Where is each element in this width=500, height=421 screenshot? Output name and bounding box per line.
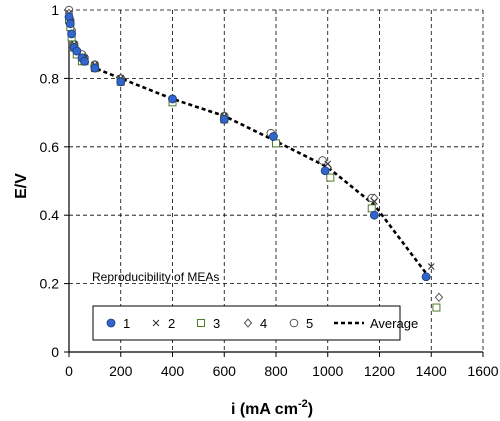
data-point-series-3	[432, 303, 441, 312]
x-axis-label-main: i (mA cm	[231, 401, 298, 418]
data-point-series-1	[320, 166, 330, 176]
x-axis-label-superscript: -2	[298, 398, 308, 410]
data-point-series-3	[326, 173, 335, 182]
grid-lines	[69, 9, 484, 352]
data-point-series-1	[65, 19, 75, 29]
axes: 0 200 400 600 800 1000 1200 1400 1600 0 0.2 0.4 0.6 0…	[40, 2, 499, 379]
x-tick-label: 1600	[467, 363, 498, 379]
data-point-series-1	[219, 115, 229, 124]
legend: 1 2 3 4 5 Average	[92, 305, 418, 341]
x-axis-label: i (mA cm-2)	[231, 398, 313, 418]
legend-label-4: 4	[260, 316, 267, 331]
legend-label-average: Average	[370, 316, 418, 331]
data-point-series-5	[318, 156, 327, 165]
average-series-line	[67, 16, 433, 281]
legend-items: 1 2 3 4 5 Average	[106, 316, 418, 331]
average-line-layer	[67, 16, 433, 281]
data-point-series-1	[116, 77, 126, 87]
data-point-series-1	[168, 94, 177, 104]
data-point-series-1	[67, 29, 76, 39]
data-point-series-1	[72, 46, 82, 56]
data-point-series-2	[370, 198, 378, 205]
legend-label-5: 5	[306, 316, 313, 331]
legend-marker-4	[243, 318, 253, 328]
x-axis-label-close: )	[308, 401, 313, 418]
data-point-series-4	[434, 292, 444, 303]
data-point-series-1	[269, 132, 278, 141]
legend-marker-2	[152, 319, 160, 327]
data-point-series-1	[421, 272, 431, 282]
x-tick-label: 1200	[364, 363, 395, 379]
legend-label-2: 2	[168, 316, 175, 331]
x-tick-label: 600	[213, 363, 237, 379]
y-tick-label: 0.4	[40, 207, 60, 223]
y-tick-label: 0.2	[40, 276, 60, 292]
y-tick-label: 1	[51, 2, 59, 18]
y-tick-label: 0	[51, 344, 59, 360]
x-tick-label: 0	[65, 363, 73, 379]
x-tick-label: 800	[264, 363, 288, 379]
chart-annotation: Reproducibility of MEAs	[92, 270, 219, 284]
legend-marker-1	[106, 318, 116, 328]
x-tick-label: 1400	[416, 363, 447, 379]
data-point-series-1	[369, 210, 379, 220]
x-tick-label: 400	[161, 363, 185, 379]
legend-marker-5	[289, 318, 299, 328]
data-point-series-2	[324, 160, 332, 168]
data-point-series-2	[427, 263, 435, 270]
data-point-series-1	[80, 56, 89, 66]
x-tick-label: 200	[109, 363, 133, 379]
legend-marker-3	[197, 319, 205, 327]
data-point-series-1	[90, 63, 100, 73]
legend-label-3: 3	[213, 316, 220, 331]
x-tick-label: 1000	[312, 363, 343, 379]
y-tick-label: 0.8	[40, 70, 60, 86]
y-axis-label: E/V	[13, 173, 30, 199]
legend-label-1: 1	[123, 316, 130, 331]
data-markers	[64, 5, 444, 312]
y-tick-label: 0.6	[40, 139, 60, 155]
